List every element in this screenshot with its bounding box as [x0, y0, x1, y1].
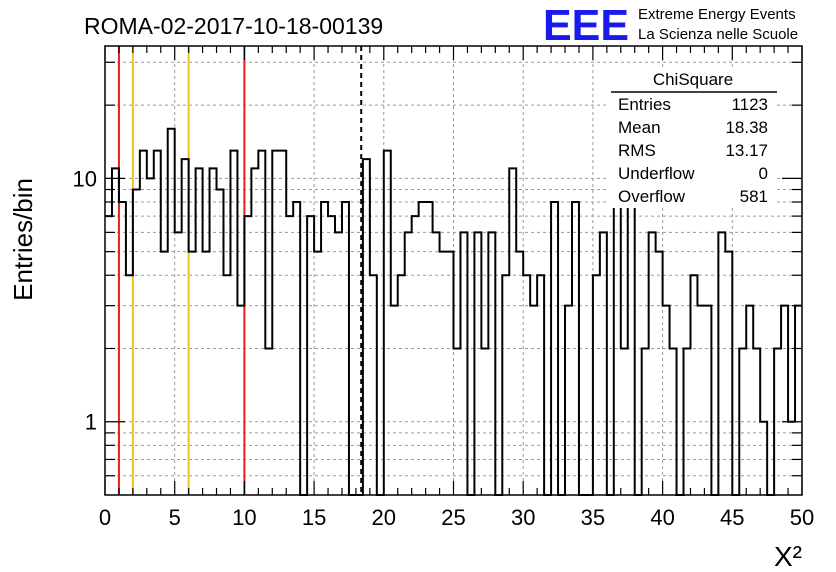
stats-value-underflow: 0 [759, 164, 768, 183]
stats-label-rms: RMS [618, 141, 656, 160]
stats-label-mean: Mean [618, 118, 661, 137]
stats-title: ChiSquare [653, 70, 733, 89]
x-tick-label-2: 10 [232, 505, 256, 530]
stats-box: ChiSquare Entries 1123 Mean 18.38 RMS 13… [609, 68, 777, 208]
x-tick-label-7: 35 [581, 505, 605, 530]
y-tick-label-1: 10 [73, 166, 97, 191]
stats-value-mean: 18.38 [725, 118, 768, 137]
y-tick-labels: 1 10 [73, 166, 97, 434]
x-tick-label-3: 15 [302, 505, 326, 530]
stats-label-overflow: Overflow [618, 187, 686, 206]
logo-line-2: La Scienza nelle Scuole [638, 26, 798, 43]
x-tick-label-0: 0 [99, 505, 111, 530]
run-title: ROMA-02-2017-10-18-00139 [84, 13, 383, 39]
stats-value-rms: 13.17 [725, 141, 768, 160]
stats-label-entries: Entries [618, 95, 671, 114]
x-tick-label-1: 5 [169, 505, 181, 530]
x-tick-labels: 0 5 10 15 20 25 30 35 40 45 50 [99, 505, 814, 530]
y-axis-title: Entries/bin [8, 178, 38, 301]
x-tick-label-10: 50 [790, 505, 814, 530]
x-tick-label-8: 40 [650, 505, 674, 530]
x-tick-label-4: 20 [372, 505, 396, 530]
eee-logo: EEE Extreme Energy Events La Scienza nel… [543, 1, 798, 50]
logo-line-1: Extreme Energy Events [638, 6, 796, 23]
axes [104, 45, 803, 496]
histogram-line [105, 127, 802, 496]
stats-value-overflow: 581 [740, 187, 768, 206]
eee-logo-letters: EEE [543, 1, 629, 50]
x-tick-label-9: 45 [720, 505, 744, 530]
x-tick-label-6: 30 [511, 505, 535, 530]
x-axis-title: Χ² [774, 541, 802, 572]
x-tick-label-5: 25 [441, 505, 465, 530]
stats-value-entries: 1123 [731, 95, 768, 114]
vertical-markers [117, 46, 363, 495]
y-tick-label-0: 1 [85, 410, 97, 435]
stats-label-underflow: Underflow [618, 164, 695, 183]
